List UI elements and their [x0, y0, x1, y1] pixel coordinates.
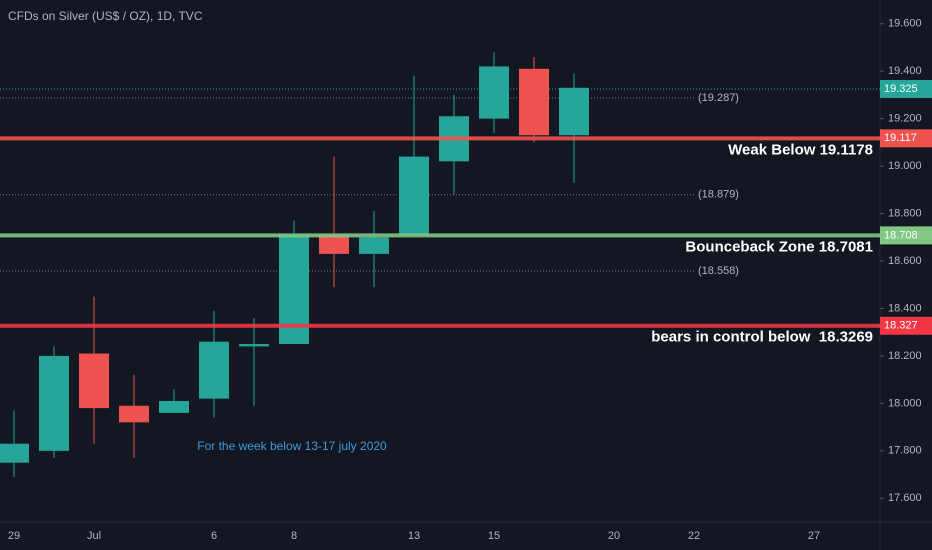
- candle-body: [0, 443, 29, 463]
- y-tick-label: 19.600: [888, 18, 922, 30]
- price-tag: [880, 129, 932, 148]
- chart-title: CFDs on Silver (US$ / OZ), 1D, TVC: [8, 9, 203, 23]
- level-label: bears in control below 18.3269: [651, 329, 873, 346]
- last-price-label: 19.325: [884, 83, 918, 95]
- price-tag-label: 18.708: [884, 229, 918, 241]
- x-tick-label: 8: [291, 530, 297, 542]
- dotted-level-label: (18.879): [698, 189, 739, 201]
- y-tick-label: 18.800: [888, 207, 922, 219]
- y-tick-label: 18.200: [888, 350, 922, 362]
- candle-body: [39, 355, 69, 451]
- y-tick-label: 19.200: [888, 113, 922, 125]
- x-tick-label: 15: [488, 530, 500, 542]
- candle-body: [159, 400, 189, 413]
- x-tick-label: 27: [808, 530, 820, 542]
- annotation: For the week below 13-17 july 2020: [197, 439, 387, 453]
- price-tag: [880, 226, 932, 245]
- price-tag-label: 18.327: [884, 320, 918, 332]
- candle-body: [239, 344, 269, 347]
- y-tick-label: 18.400: [888, 302, 922, 314]
- y-tick-label: 18.600: [888, 255, 922, 267]
- last-price-tag: [880, 79, 932, 98]
- y-tick-label: 18.000: [888, 397, 922, 409]
- x-tick-label: 29: [8, 530, 20, 542]
- candle-body: [119, 405, 149, 423]
- x-tick-label: Jul: [87, 530, 101, 542]
- y-tick-label: 17.600: [888, 492, 922, 504]
- candle-body: [79, 353, 109, 409]
- candle-body: [399, 156, 429, 235]
- level-label: Bounceback Zone 18.7081: [685, 238, 873, 255]
- candle-body: [479, 66, 509, 119]
- x-tick-label: 22: [688, 530, 700, 542]
- candle-body: [199, 341, 229, 399]
- x-tick-label: 13: [408, 530, 420, 542]
- candle-body: [319, 234, 349, 254]
- x-tick-label: 20: [608, 530, 620, 542]
- candle-body: [359, 237, 389, 254]
- dotted-level-label: (18.558): [698, 265, 739, 277]
- candle-body: [519, 68, 549, 136]
- y-tick-label: 17.800: [888, 445, 922, 457]
- price-tag: [880, 316, 932, 335]
- price-tag-label: 19.117: [884, 132, 917, 144]
- level-label: Weak Below 19.1178: [728, 141, 873, 158]
- candle-body: [559, 87, 589, 136]
- y-tick-label: 19.000: [888, 160, 922, 172]
- dotted-level-label: (19.287): [698, 92, 739, 104]
- x-tick-label: 6: [211, 530, 217, 542]
- y-tick-label: 19.400: [888, 65, 922, 77]
